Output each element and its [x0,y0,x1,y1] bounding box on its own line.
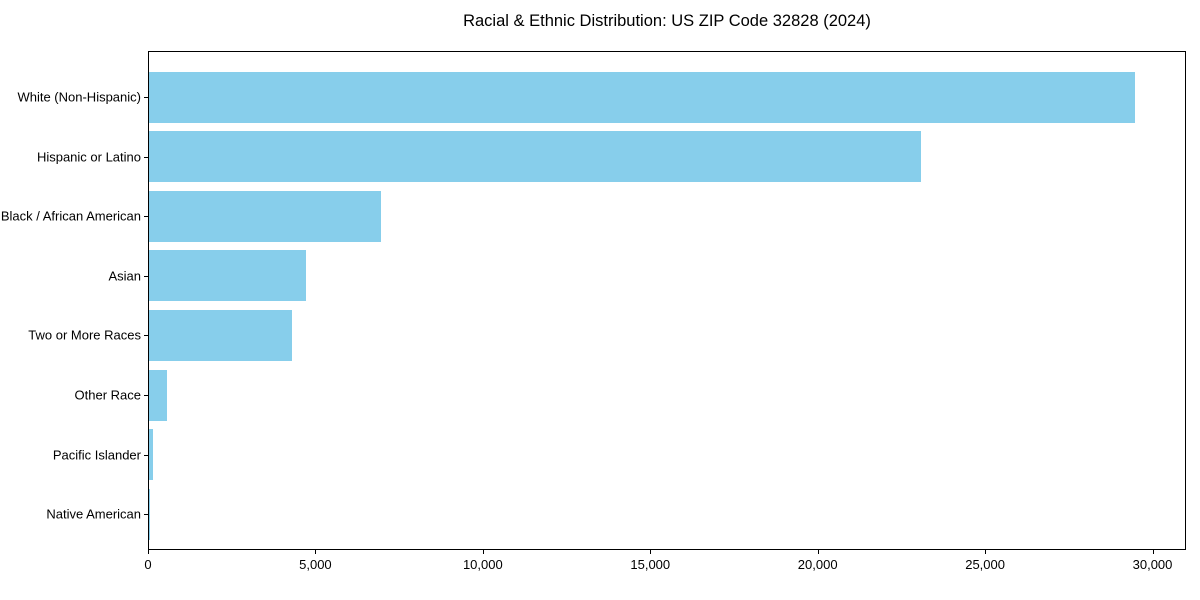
bar [149,309,292,361]
x-tick [985,550,987,554]
bar [149,488,150,540]
bar [149,131,921,183]
y-axis-label: Two or More Races [28,327,141,343]
y-axis-label: White (Non-Hispanic) [17,89,141,105]
y-axis-labels: White (Non-Hispanic) Hispanic or Latino Bl… [0,0,141,600]
x-tick [650,550,652,554]
x-tick-label: 25,000 [965,557,1005,572]
y-axis-label: Black / African American [0,208,141,224]
x-tick-label: 20,000 [797,557,838,572]
y-axis-label: Pacific Islander [52,447,141,463]
y-tick [144,454,148,456]
x-tick-label: 10,000 [462,557,503,572]
x-tick [315,550,317,554]
y-tick [144,216,148,218]
bar [149,71,1135,123]
plot-area [148,51,1186,550]
bar [149,190,382,242]
x-tick [148,550,149,554]
y-axis-label: Asian [108,268,141,284]
x-tick [482,550,484,554]
bar [149,250,307,302]
x-tick-label: 0 [144,557,152,572]
y-axis-label: Other Race [74,387,141,403]
y-tick [144,514,148,516]
x-tick [817,550,819,554]
y-tick [144,156,148,158]
x-tick-label: 15,000 [630,557,671,572]
x-tick [1152,550,1154,554]
y-tick [144,275,148,277]
x-tick-label: 5,000 [299,557,332,572]
y-tick [144,395,148,396]
y-tick [144,97,148,98]
y-tick [144,335,148,337]
x-tick-label: 30,000 [1132,557,1173,572]
bar [149,369,168,421]
y-axis-label: Native American [46,506,141,522]
y-axis-label: Hispanic or Latino [36,149,141,165]
chart-title: Racial & Ethnic Distribution: US ZIP Cod… [463,12,871,30]
bar [149,429,153,481]
